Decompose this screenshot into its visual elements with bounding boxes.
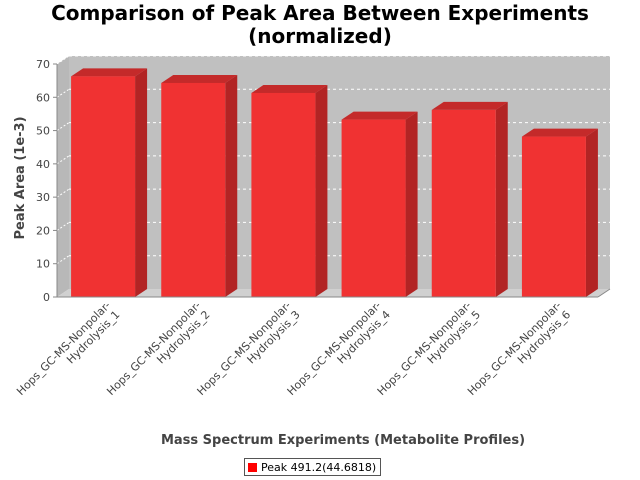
x-tick-label-line: Hops_GC-MS-Nonpolar- bbox=[465, 299, 564, 398]
y-tick-label: 60 bbox=[36, 91, 50, 104]
x-tick-label-line: Hops_GC-MS-Nonpolar- bbox=[14, 299, 113, 398]
y-tick-label: 70 bbox=[36, 58, 50, 71]
legend: Peak 491.2(44.6818) bbox=[244, 458, 382, 476]
grid-line-side bbox=[56, 122, 70, 131]
bar-side bbox=[135, 68, 148, 298]
x-tick-label: Hops_GC-MS-Nonpolar-Hydrolysis_6 bbox=[465, 299, 573, 407]
legend-label: Peak 491.2(44.6818) bbox=[261, 460, 377, 474]
bar-front bbox=[251, 92, 316, 297]
bar-front bbox=[341, 119, 406, 297]
plot-left-wall bbox=[57, 56, 69, 297]
x-axis-labels: Hops_GC-MS-Nonpolar-Hydrolysis_1Hops_GC-… bbox=[14, 299, 573, 407]
bars bbox=[71, 68, 598, 298]
bar-top bbox=[71, 68, 148, 77]
y-axis-title: Peak Area (1e-3) bbox=[13, 116, 28, 239]
x-axis-depth-line bbox=[597, 288, 611, 298]
bar bbox=[431, 101, 508, 297]
x-axis-title: Mass Spectrum Experiments (Metabolite Pr… bbox=[161, 433, 525, 448]
grid-line-side bbox=[56, 255, 70, 265]
x-tick-label-line: Hops_GC-MS-Nonpolar- bbox=[285, 299, 384, 398]
legend-swatch bbox=[248, 462, 257, 472]
bar-front bbox=[431, 109, 496, 297]
grid-line-side bbox=[56, 55, 70, 65]
axes bbox=[56, 64, 611, 298]
bar bbox=[251, 84, 328, 297]
bar-side bbox=[405, 111, 418, 297]
bar-top bbox=[161, 74, 238, 83]
bar bbox=[161, 74, 238, 297]
bar-side bbox=[495, 101, 508, 297]
bar-top bbox=[431, 101, 508, 110]
grid-line-side bbox=[56, 88, 70, 98]
y-tick-label: 50 bbox=[36, 125, 50, 138]
x-tick-label-line: Hops_GC-MS-Nonpolar- bbox=[375, 299, 474, 398]
bar bbox=[341, 111, 418, 297]
grid-line-side bbox=[56, 222, 70, 231]
grid-lines bbox=[56, 55, 610, 265]
bar-front bbox=[521, 136, 586, 297]
x-tick-label-line: Hops_GC-MS-Nonpolar- bbox=[104, 299, 203, 398]
bar-top bbox=[341, 111, 418, 120]
y-tick-label: 0 bbox=[43, 291, 50, 304]
y-tick-label: 20 bbox=[36, 224, 50, 237]
bar-front bbox=[71, 76, 136, 298]
y-tick-label: 30 bbox=[36, 191, 50, 204]
chart-title-line-1: Comparison of Peak Area Between Experime… bbox=[51, 1, 589, 25]
bar-side bbox=[225, 74, 238, 297]
bar-top bbox=[521, 128, 598, 137]
bar-top bbox=[251, 84, 328, 93]
y-tick-label: 40 bbox=[36, 158, 50, 171]
bar-side bbox=[315, 84, 328, 297]
grid-line-side bbox=[56, 155, 70, 165]
bar bbox=[71, 68, 148, 298]
bar-side bbox=[585, 128, 598, 297]
grid-line-side bbox=[56, 188, 70, 198]
x-tick-label-line: Hops_GC-MS-Nonpolar- bbox=[194, 299, 293, 398]
y-axis-ticks: 0 10 20 30 40 50 60 70 bbox=[36, 58, 57, 304]
y-tick-label: 10 bbox=[36, 258, 50, 271]
chart-title: Comparison of Peak Area Between Experime… bbox=[0, 2, 640, 48]
bar bbox=[521, 128, 598, 297]
chart-title-line-2: (normalized) bbox=[248, 24, 392, 48]
bar-front bbox=[161, 82, 226, 297]
